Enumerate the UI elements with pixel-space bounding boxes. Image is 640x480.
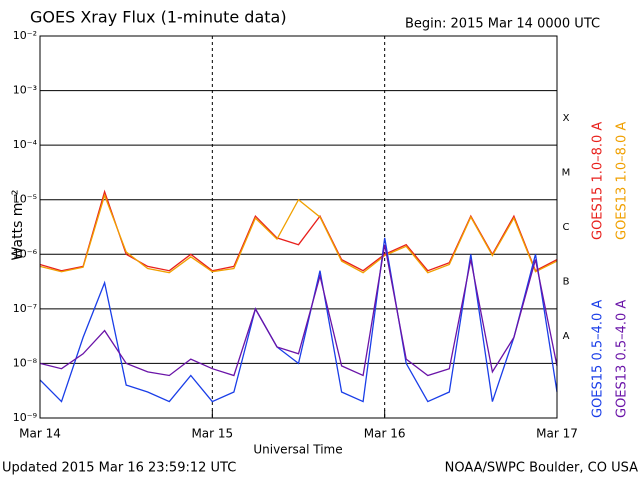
y-tick-label: 10⁻⁶ [13, 247, 38, 260]
x-tick-label: Mar 14 [19, 427, 61, 441]
x-tick-label: Mar 16 [364, 427, 406, 441]
y-tick-label: 10⁻² [13, 29, 37, 42]
series-line [39, 193, 558, 274]
flare-class-label: B [563, 277, 570, 288]
y-tick-label: 10⁻⁷ [13, 302, 37, 315]
legend-entry: GOES13 0.5–4.0 A [615, 300, 630, 418]
y-tick-label: 10⁻⁸ [13, 356, 38, 369]
legend-entry: GOES15 1.0–8.0 A [591, 122, 606, 240]
chart-subtitle: Begin: 2015 Mar 14 0000 UTC [405, 17, 600, 32]
y-tick-label: 10⁻⁵ [13, 193, 37, 206]
flare-class-label: X [563, 113, 570, 124]
flare-class-label: M [562, 167, 571, 178]
flare-class-label: A [563, 331, 570, 342]
chart-title: GOES Xray Flux (1-minute data) [30, 8, 287, 27]
y-tick-label: 10⁻⁹ [13, 411, 37, 424]
series-line [39, 244, 558, 377]
flare-class-label: C [563, 222, 570, 233]
footer-updated: Updated 2015 Mar 16 23:59:12 UTC [2, 461, 236, 476]
y-tick-label: 10⁻³ [13, 84, 37, 97]
x-tick-label: Mar 15 [191, 427, 233, 441]
x-axis-label: Universal Time [253, 443, 342, 457]
footer-credit: NOAA/SWPC Boulder, CO USA [445, 461, 638, 476]
legend-entry: GOES15 0.5–4.0 A [591, 300, 606, 418]
series-line [39, 237, 558, 403]
x-tick-label: Mar 17 [536, 427, 578, 441]
y-axis-label: Watts m⁻² [10, 190, 26, 261]
y-tick-label: 10⁻⁴ [13, 138, 38, 151]
legend-entry: GOES13 1.0–8.0 A [615, 122, 630, 240]
plot-frame [39, 35, 558, 419]
